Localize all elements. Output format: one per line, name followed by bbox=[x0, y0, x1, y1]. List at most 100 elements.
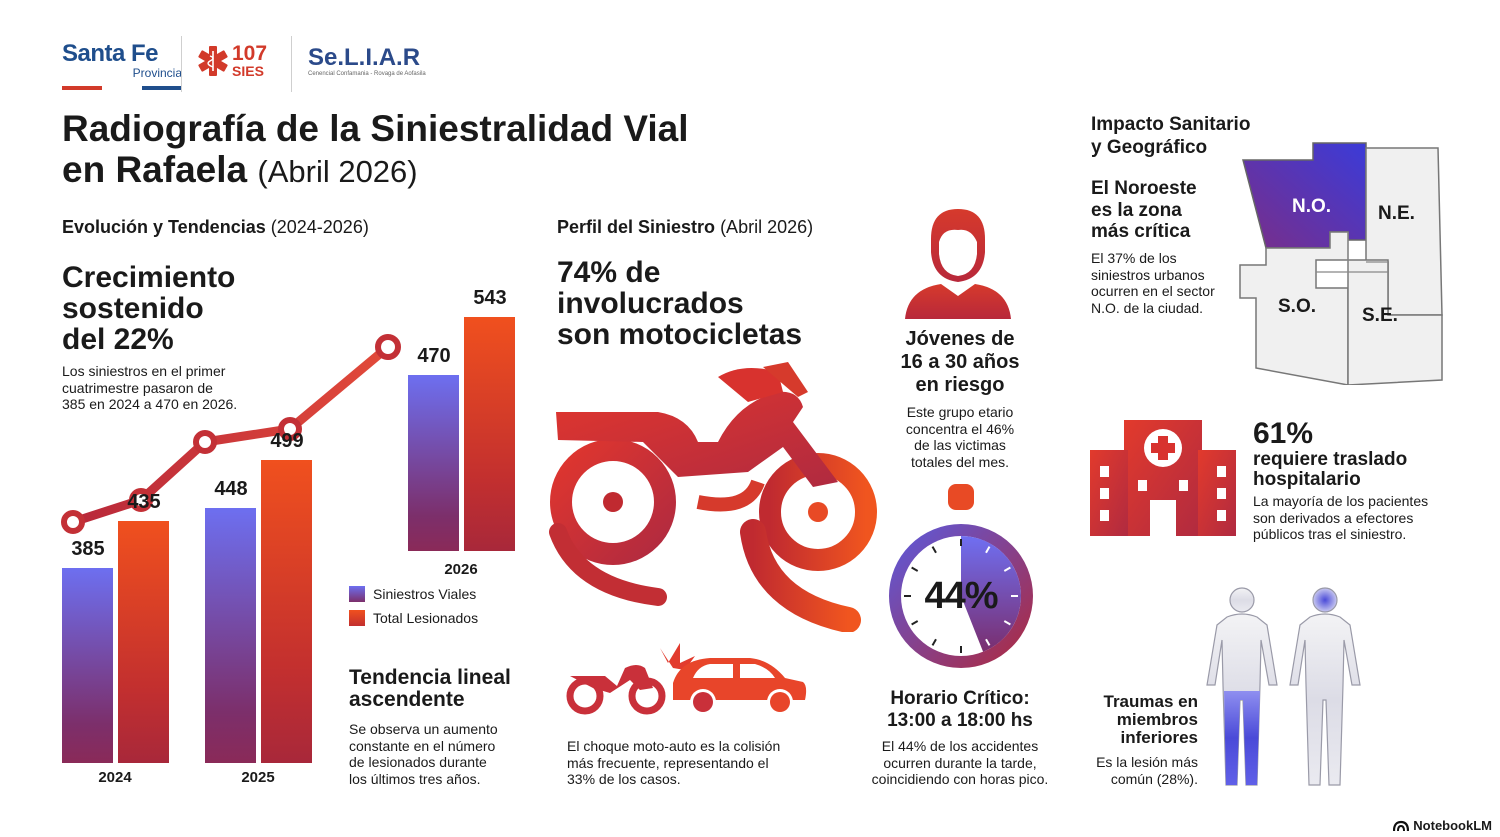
trend-title-line: ascendente bbox=[349, 688, 465, 711]
zone-se bbox=[1347, 259, 1443, 385]
seliar-sub: Cenencial Confamania - Rovaga de Aofasil… bbox=[308, 71, 426, 77]
legend-lesionados: Total Lesionados bbox=[373, 610, 479, 626]
trauma-desc-line: Es la lesión más bbox=[1096, 754, 1198, 770]
hospital-percent: 61% bbox=[1253, 417, 1314, 450]
year-label-2024: 2024 bbox=[98, 769, 132, 786]
evolution-description: Los siniestros en el primer cuatrimestre… bbox=[62, 363, 237, 413]
evolution-desc-line: Los siniestros en el primer bbox=[62, 363, 226, 379]
zone-title-line: es la zona bbox=[1091, 199, 1182, 221]
hospital-desc-line: son derivados a efectores bbox=[1253, 509, 1414, 526]
zone-label-ne: N.E. bbox=[1378, 203, 1415, 224]
notebooklm-badge: NotebookLM bbox=[1393, 818, 1492, 833]
zone-label-no: N.O. bbox=[1292, 196, 1332, 217]
zone-desc-line: ocurren en el sector bbox=[1091, 283, 1215, 299]
human-body-trauma-icon bbox=[1206, 587, 1361, 786]
trauma-title-line: inferiores bbox=[1120, 728, 1198, 747]
impact-heading-line: Impacto Sanitario bbox=[1091, 114, 1251, 135]
evolution-headline: Crecimiento sostenido del 22% bbox=[62, 262, 235, 355]
bar-siniestros-2025 bbox=[205, 508, 256, 763]
motorcycle-icon bbox=[549, 362, 877, 632]
evolution-headline-line: sostenido bbox=[62, 292, 204, 325]
hours-desc-line: coincidiendo con horas pico. bbox=[871, 771, 1049, 787]
young-person-icon bbox=[905, 209, 1011, 319]
trend-point bbox=[278, 417, 302, 441]
hours-description: El 44% de los accidentes ocurren durante… bbox=[852, 738, 1068, 788]
hospital-icon bbox=[1090, 420, 1236, 536]
evolution-heading-range: (2024-2026) bbox=[270, 217, 369, 237]
bar-value-label: 435 bbox=[127, 490, 161, 513]
youth-desc-line: Este grupo etario bbox=[906, 404, 1014, 420]
trend-desc-line: constante en el número bbox=[349, 737, 496, 754]
clock-tick bbox=[911, 566, 919, 572]
logo-divider bbox=[291, 36, 292, 92]
trend-desc-line: Se observa un aumento bbox=[349, 721, 498, 737]
title-line-2: en Rafaela bbox=[62, 149, 248, 190]
trend-point bbox=[129, 488, 153, 512]
zone-title-line: El Noroeste bbox=[1091, 178, 1197, 199]
profile-heading-range: (Abril 2026) bbox=[720, 217, 814, 237]
zone-title-line: más crítica bbox=[1091, 221, 1191, 242]
title-line-1: Radiografía de la Siniestralidad Vial bbox=[62, 108, 689, 149]
collision-description: El choque moto-auto es la colisión más f… bbox=[567, 738, 780, 788]
impact-heading: Impacto Sanitario y Geográfico bbox=[1091, 113, 1250, 159]
collision-desc-line: El choque moto-auto es la colisión bbox=[567, 738, 781, 754]
trend-description: Se observa un aumento constante en el nú… bbox=[349, 721, 498, 787]
profile-headline-line: son motocicletas bbox=[557, 318, 803, 351]
evolution-headline-line: del 22% bbox=[62, 323, 174, 356]
trauma-desc-line: común (28%). bbox=[1110, 770, 1198, 787]
hours-title-line: Horario Crítico: bbox=[890, 688, 1030, 709]
youth-desc-line: de las victimas bbox=[914, 437, 1006, 453]
profile-heading-text: Perfil del Siniestro bbox=[557, 217, 716, 237]
bar-lesionados-2025 bbox=[261, 459, 312, 763]
hours-desc-line: ocurren durante la tarde, bbox=[883, 754, 1037, 771]
notebooklm-logo-icon bbox=[1393, 820, 1410, 831]
hospital-description: La mayoría de los pacientes son derivado… bbox=[1253, 493, 1428, 543]
evolution-desc-line: 385 en 2024 a 470 en 2026. bbox=[62, 396, 238, 412]
youth-title-line: Jóvenes de bbox=[905, 328, 1015, 350]
stopwatch-icon bbox=[889, 484, 1033, 668]
hospital-desc-line: públicos tras el siniestro. bbox=[1253, 526, 1407, 542]
profile-headline-line: 74% de bbox=[557, 256, 661, 289]
bar-value-label: 543 bbox=[473, 286, 507, 309]
hospital-desc-line: La mayoría de los pacientes bbox=[1253, 493, 1429, 509]
youth-description: Este grupo etario concentra el 46% de la… bbox=[880, 404, 1040, 470]
profile-headline: 74% de involucrados son motocicletas bbox=[557, 257, 802, 350]
sies-logo: 107 SIES bbox=[196, 43, 267, 78]
hours-desc-line: El 44% de los accidentes bbox=[881, 738, 1039, 754]
evolution-headline-line: Crecimiento bbox=[62, 261, 236, 294]
hours-title-line: 13:00 a 18:00 hs bbox=[887, 710, 1033, 731]
seliar-logo: Se.L.I.A.R Cenencial Confamania - Rovaga… bbox=[308, 44, 426, 77]
clock-tick bbox=[1003, 620, 1011, 626]
zone-label-so: S.O. bbox=[1278, 296, 1317, 317]
clock-tick bbox=[911, 620, 919, 626]
notebooklm-label: NotebookLM bbox=[1413, 818, 1492, 833]
zone-label-se: S.E. bbox=[1362, 305, 1398, 326]
evolution-heading: Evolución y Tendencias (2024-2026) bbox=[62, 217, 369, 238]
trend-desc-line: los últimos tres años. bbox=[349, 770, 481, 787]
page-title: Radiografía de la Siniestralidad Vial en… bbox=[62, 108, 688, 192]
hospital-title: requiere traslado hospitalario bbox=[1253, 450, 1407, 490]
santa-fe-logo: Santa Fe Provincia bbox=[62, 40, 182, 90]
bar-value-label: 470 bbox=[417, 345, 451, 367]
zone-desc-line: N.O. de la ciudad. bbox=[1091, 299, 1204, 316]
year-label-2025: 2025 bbox=[241, 769, 275, 786]
logo-divider bbox=[181, 36, 182, 92]
clock-tick bbox=[1003, 566, 1011, 572]
hospital-title-line: requiere traslado bbox=[1253, 449, 1408, 470]
youth-title-line: 16 a 30 años bbox=[900, 351, 1020, 373]
clock-percent: 44% bbox=[924, 575, 998, 617]
legend-siniestros: Siniestros Viales bbox=[373, 586, 477, 602]
santa-fe-sub: Provincia bbox=[132, 66, 182, 80]
impact-heading-line: y Geográfico bbox=[1091, 137, 1208, 158]
youth-desc-line: totales del mes. bbox=[910, 453, 1010, 470]
youth-title-line: en riesgo bbox=[915, 374, 1005, 396]
collision-desc-line: más frecuente, representando el bbox=[567, 754, 769, 771]
trauma-description: Es la lesión más común (28%). bbox=[1080, 754, 1198, 787]
moto-car-collision-icon bbox=[566, 643, 807, 715]
evolution-heading-text: Evolución y Tendencias bbox=[62, 217, 266, 237]
bar-value-label: 499 bbox=[270, 429, 304, 452]
profile-headline-line: involucrados bbox=[557, 287, 744, 320]
bar-siniestros-2024 bbox=[62, 568, 113, 763]
trend-desc-line: de lesionados durante bbox=[349, 754, 487, 770]
hospital-title-line: hospitalario bbox=[1253, 469, 1361, 490]
